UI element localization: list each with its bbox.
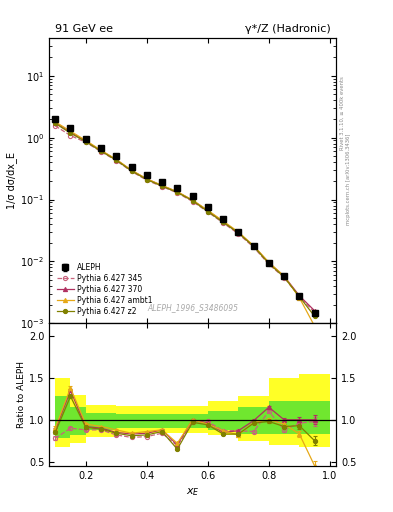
- Pythia 6.427 345: [236, 231, 241, 237]
- Pythia 6.427 ambt1: [251, 243, 256, 249]
- Pythia 6.427 ambt1: [190, 197, 195, 203]
- Pythia 6.427 345: [145, 177, 149, 183]
- Pythia 6.427 z2: [129, 168, 134, 174]
- Pythia 6.427 345: [53, 123, 58, 129]
- Pythia 6.427 ambt1: [114, 156, 119, 162]
- Text: Rivet 3.1.10, ≥ 400k events: Rivet 3.1.10, ≥ 400k events: [340, 76, 345, 150]
- Pythia 6.427 z2: [251, 243, 256, 249]
- Pythia 6.427 345: [282, 274, 286, 281]
- Pythia 6.427 z2: [190, 198, 195, 204]
- Pythia 6.427 345: [160, 183, 164, 189]
- Pythia 6.427 ambt1: [312, 323, 317, 329]
- Pythia 6.427 370: [297, 293, 302, 299]
- Pythia 6.427 z2: [114, 157, 119, 163]
- Pythia 6.427 370: [206, 208, 210, 214]
- Pythia 6.427 ambt1: [129, 167, 134, 173]
- Pythia 6.427 370: [160, 182, 164, 188]
- Pythia 6.427 370: [312, 308, 317, 314]
- Pythia 6.427 ambt1: [53, 119, 58, 125]
- Pythia 6.427 ambt1: [68, 128, 73, 134]
- Pythia 6.427 ambt1: [282, 273, 286, 279]
- Text: 91 GeV ee: 91 GeV ee: [55, 24, 113, 34]
- Pythia 6.427 345: [206, 209, 210, 215]
- Pythia 6.427 370: [221, 219, 226, 225]
- Pythia 6.427 z2: [282, 274, 286, 280]
- Pythia 6.427 z2: [99, 148, 103, 154]
- Pythia 6.427 z2: [312, 313, 317, 319]
- Pythia 6.427 345: [266, 261, 271, 267]
- Pythia 6.427 ambt1: [160, 182, 164, 188]
- Pythia 6.427 ambt1: [206, 207, 210, 214]
- Pythia 6.427 z2: [145, 177, 149, 183]
- Pythia 6.427 345: [129, 168, 134, 175]
- Pythia 6.427 ambt1: [145, 176, 149, 182]
- Pythia 6.427 370: [99, 147, 103, 154]
- Pythia 6.427 z2: [297, 293, 302, 300]
- Pythia 6.427 345: [99, 148, 103, 155]
- Text: ALEPH_1996_S3486095: ALEPH_1996_S3486095: [147, 303, 238, 312]
- Pythia 6.427 ambt1: [266, 259, 271, 265]
- Line: Pythia 6.427 370: Pythia 6.427 370: [53, 120, 317, 313]
- Pythia 6.427 345: [297, 293, 302, 300]
- Pythia 6.427 ambt1: [297, 294, 302, 301]
- Pythia 6.427 345: [68, 133, 73, 139]
- Line: Pythia 6.427 ambt1: Pythia 6.427 ambt1: [53, 120, 317, 328]
- Pythia 6.427 370: [83, 138, 88, 144]
- Pythia 6.427 370: [114, 157, 119, 163]
- Pythia 6.427 345: [190, 199, 195, 205]
- Pythia 6.427 z2: [206, 208, 210, 215]
- Pythia 6.427 370: [68, 129, 73, 135]
- Pythia 6.427 370: [190, 197, 195, 203]
- Pythia 6.427 370: [251, 243, 256, 249]
- Pythia 6.427 370: [145, 176, 149, 182]
- Y-axis label: Ratio to ALEPH: Ratio to ALEPH: [17, 361, 26, 428]
- Pythia 6.427 370: [129, 167, 134, 174]
- Pythia 6.427 z2: [53, 120, 58, 126]
- Pythia 6.427 z2: [221, 219, 226, 225]
- Line: Pythia 6.427 345: Pythia 6.427 345: [53, 124, 317, 314]
- Pythia 6.427 ambt1: [83, 137, 88, 143]
- Pythia 6.427 z2: [83, 139, 88, 145]
- Pythia 6.427 z2: [236, 230, 241, 236]
- Pythia 6.427 345: [83, 139, 88, 145]
- Pythia 6.427 370: [282, 273, 286, 279]
- Pythia 6.427 345: [114, 158, 119, 164]
- Text: mcplots.cern.ch [arXiv:1306.3436]: mcplots.cern.ch [arXiv:1306.3436]: [346, 134, 351, 225]
- Pythia 6.427 ambt1: [236, 229, 241, 235]
- Pythia 6.427 370: [53, 119, 58, 125]
- Pythia 6.427 ambt1: [99, 147, 103, 153]
- Pythia 6.427 z2: [68, 130, 73, 136]
- Pythia 6.427 z2: [175, 189, 180, 196]
- Text: γ*/Z (Hadronic): γ*/Z (Hadronic): [244, 24, 330, 34]
- Pythia 6.427 z2: [266, 261, 271, 267]
- Pythia 6.427 370: [175, 189, 180, 195]
- Pythia 6.427 345: [175, 190, 180, 196]
- Legend: ALEPH, Pythia 6.427 345, Pythia 6.427 370, Pythia 6.427 ambt1, Pythia 6.427 z2: ALEPH, Pythia 6.427 345, Pythia 6.427 37…: [53, 259, 157, 319]
- Pythia 6.427 ambt1: [175, 188, 180, 195]
- Pythia 6.427 z2: [160, 183, 164, 189]
- Pythia 6.427 370: [236, 230, 241, 236]
- Pythia 6.427 345: [221, 220, 226, 226]
- Y-axis label: 1/σ dσ/dx_E: 1/σ dσ/dx_E: [7, 153, 18, 209]
- Pythia 6.427 345: [251, 244, 256, 250]
- Pythia 6.427 345: [312, 309, 317, 315]
- X-axis label: $x_E$: $x_E$: [186, 486, 199, 498]
- Line: Pythia 6.427 z2: Pythia 6.427 z2: [53, 121, 317, 318]
- Pythia 6.427 ambt1: [221, 218, 226, 224]
- Pythia 6.427 370: [266, 260, 271, 266]
